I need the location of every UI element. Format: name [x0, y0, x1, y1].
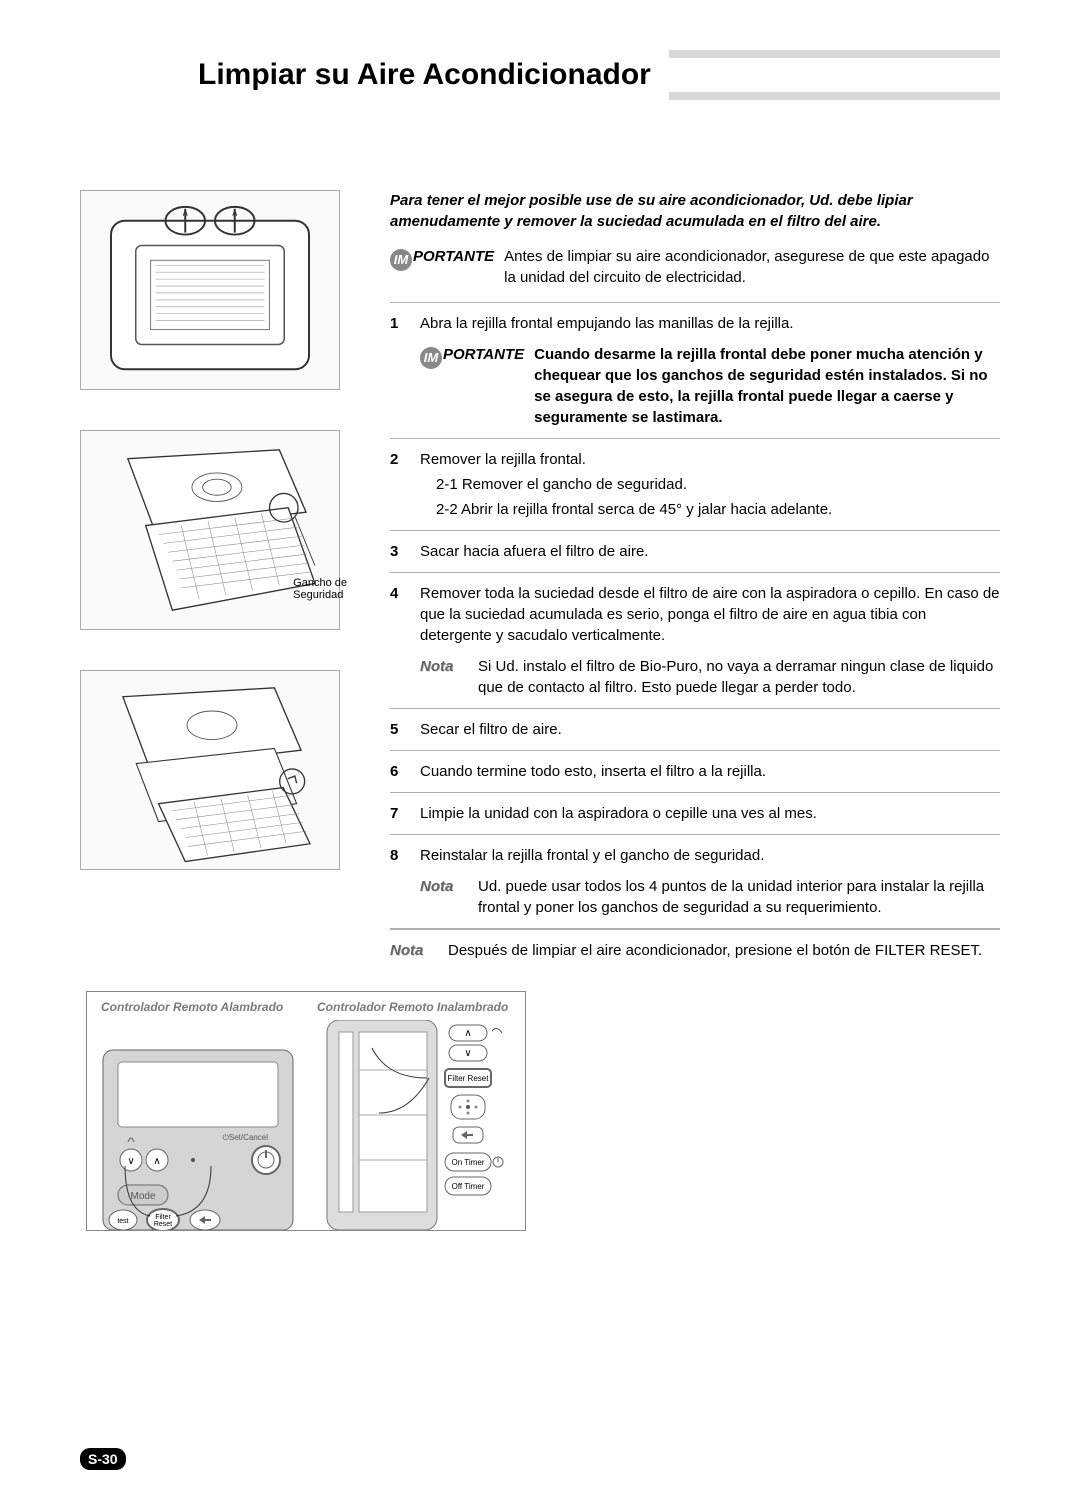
figure-2: Gancho de Seguridad — [80, 430, 340, 630]
im-circle-icon: IM — [420, 347, 442, 369]
remote-wired-label: Controlador Remoto Alambrado — [101, 1000, 283, 1014]
step-7: 7 Limpie la unidad con la aspiradora o c… — [390, 793, 1000, 835]
step-number: 3 — [390, 541, 406, 562]
final-nota: Nota Después de limpiar el aire acondici… — [390, 929, 1000, 961]
svg-text:Reset: Reset — [154, 1221, 172, 1228]
importante-badge: IMPORTANTE — [390, 246, 494, 271]
importante-1-text: Antes de limpiar su aire acondicionador,… — [504, 246, 1000, 288]
figure-1 — [80, 190, 340, 390]
step-2: 2 Remover la rejilla frontal. 2-1 Remove… — [390, 438, 1000, 531]
ac-unit-closed-icon — [81, 191, 339, 389]
step-list: 1 Abra la rejilla frontal empujando las … — [390, 302, 1000, 929]
step-number: 4 — [390, 583, 406, 698]
remote-wireless-label: Controlador Remoto Inalambrado — [317, 1000, 508, 1014]
page: Limpiar su Aire Acondicionador — [0, 0, 1080, 1510]
svg-text:∨: ∨ — [464, 1048, 471, 1059]
wireless-remote-icon: ∧ ∨ Filter Reset On Timer Off Timer — [317, 1020, 517, 1230]
step-body: Remover la rejilla frontal. 2-1 Remover … — [420, 449, 1000, 520]
step-2-1: 2-1 Remover el gancho de seguridad. — [420, 474, 1000, 495]
im-circle-icon: IM — [390, 249, 412, 271]
step-6: 6 Cuando termine todo esto, inserta el f… — [390, 751, 1000, 793]
figure-3 — [80, 670, 340, 870]
intro-text: Para tener el mejor posible use de su ai… — [390, 190, 1000, 232]
mode-button-label: Mode — [130, 1191, 155, 1202]
remotes-figure: Controlador Remoto Alambrado Controlador… — [86, 991, 526, 1231]
figure-2-label: Gancho de Seguridad — [293, 577, 347, 601]
nota-label: Nota — [420, 876, 464, 897]
svg-text:∧: ∧ — [464, 1028, 471, 1039]
figures-column: Gancho de Seguridad — [80, 190, 360, 961]
wireless-remote-figure: ∧ ∨ Filter Reset On Timer Off Timer — [317, 1020, 517, 1230]
off-timer-button-label: Off Timer — [452, 1182, 485, 1191]
importante-1: IMPORTANTE Antes de limpiar su aire acon… — [390, 246, 1000, 288]
importante-2-text: Cuando desarme la rejilla frontal debe p… — [534, 344, 1000, 428]
step-body: Remover toda la suciedad desde el filtro… — [420, 583, 1000, 698]
nota-label: Nota — [420, 656, 464, 677]
nota-label: Nota — [390, 940, 434, 961]
step-number: 6 — [390, 761, 406, 782]
step-body: Reinstalar la rejilla frontal y el ganch… — [420, 845, 1000, 918]
step-1: 1 Abra la rejilla frontal empujando las … — [390, 303, 1000, 438]
filter-reset-button-label: Filter — [155, 1214, 171, 1221]
importante-2: IMPORTANTE Cuando desarme la rejilla fro… — [420, 344, 1000, 428]
svg-text:∧: ∧ — [153, 1156, 160, 1167]
on-timer-button-label: On Timer — [452, 1158, 485, 1167]
page-title: Limpiar su Aire Acondicionador — [180, 50, 669, 100]
step-body: Secar el filtro de aire. — [420, 719, 1000, 740]
step-8-nota: Nota Ud. puede usar todos los 4 puntos d… — [420, 876, 1000, 918]
svg-text:∨: ∨ — [127, 1156, 134, 1167]
title-bar: Limpiar su Aire Acondicionador — [180, 50, 1000, 100]
step-8: 8 Reinstalar la rejilla frontal y el gan… — [390, 835, 1000, 929]
step-2-2: 2-2 Abrir la rejilla frontal serca de 45… — [420, 499, 1000, 520]
step-body: Limpie la unidad con la aspiradora o cep… — [420, 803, 1000, 824]
ac-unit-filter-removed-icon — [81, 671, 339, 869]
step-number: 2 — [390, 449, 406, 520]
step-body: Sacar hacia afuera el filtro de aire. — [420, 541, 1000, 562]
step-number: 1 — [390, 313, 406, 428]
wired-remote-figure: ⏻Set/Cancel ∨ ∧ Mode test Filter Reset — [93, 1030, 303, 1230]
step-body: Abra la rejilla frontal empujando las ma… — [420, 313, 1000, 428]
step-5: 5 Secar el filtro de aire. — [390, 709, 1000, 751]
step-number: 5 — [390, 719, 406, 740]
content-area: Gancho de Seguridad — [80, 190, 1000, 961]
svg-text:⏻Set/Cancel: ⏻Set/Cancel — [223, 1133, 269, 1142]
svg-text:test: test — [117, 1218, 128, 1225]
step-body: Cuando termine todo esto, inserta el fil… — [420, 761, 1000, 782]
step-3: 3 Sacar hacia afuera el filtro de aire. — [390, 531, 1000, 573]
page-number-badge: S-30 — [80, 1448, 126, 1470]
instructions-column: Para tener el mejor posible use de su ai… — [390, 190, 1000, 961]
step-number: 8 — [390, 845, 406, 918]
step-4: 4 Remover toda la suciedad desde el filt… — [390, 573, 1000, 709]
step-number: 7 — [390, 803, 406, 824]
filter-reset-button-label: Filter Reset — [448, 1074, 490, 1083]
importante-badge: IMPORTANTE — [420, 344, 524, 369]
wired-remote-icon: ⏻Set/Cancel ∨ ∧ Mode test Filter Reset — [93, 1030, 303, 1230]
step-4-nota: Nota Si Ud. instalo el filtro de Bio-Pur… — [420, 656, 1000, 698]
